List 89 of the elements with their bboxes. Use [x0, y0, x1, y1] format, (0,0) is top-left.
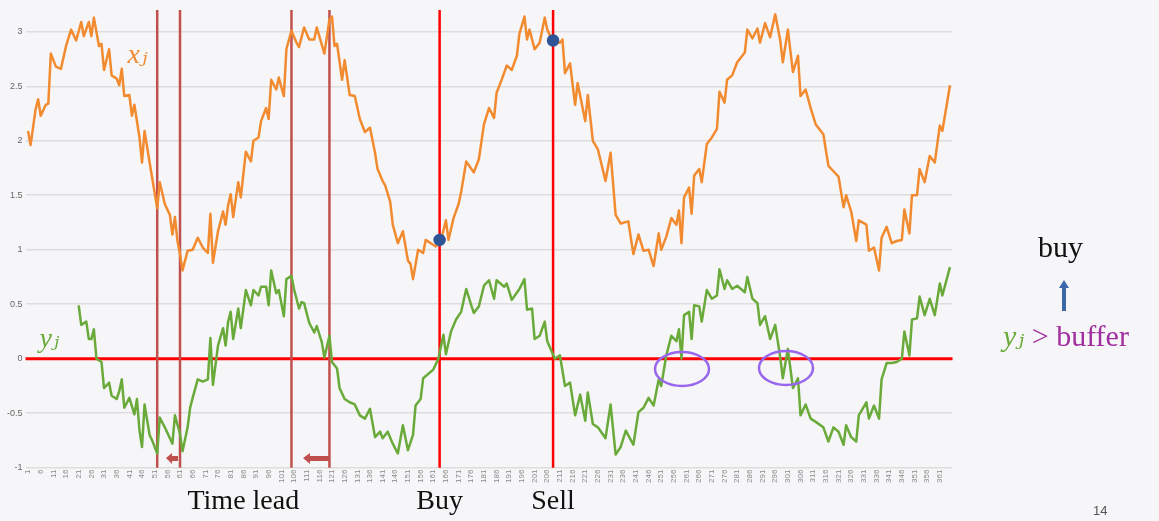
- x-tick-label: 126: [339, 469, 349, 484]
- x-tick-label: 36: [111, 469, 121, 479]
- x-tick-label: 6: [35, 469, 45, 475]
- x-tick-label: 26: [86, 469, 96, 479]
- x-tick-label: 51: [149, 469, 159, 479]
- y-tick-label: -0.5: [6, 407, 23, 418]
- x-tick-label: 186: [491, 469, 501, 484]
- x-tick-label: 331: [859, 469, 869, 484]
- x-tick-label: 271: [707, 469, 717, 484]
- x-tick-label: 66: [187, 469, 197, 479]
- x-tick-label: 56: [162, 469, 172, 479]
- x-tick-label: 231: [605, 469, 615, 484]
- y-tick-label: 1: [17, 244, 23, 255]
- x-tick-label: 261: [681, 469, 691, 484]
- x-tick-label: 321: [833, 469, 843, 484]
- x-tick-label: 101: [276, 469, 286, 484]
- x-tick-label: 111: [301, 469, 311, 482]
- x-tick-label: 356: [922, 469, 932, 484]
- x-tick-label: 226: [593, 469, 603, 484]
- y-tick-label: 3: [17, 26, 23, 37]
- text: 14: [1093, 503, 1108, 518]
- x-tick-label: 151: [403, 469, 413, 484]
- x-tick-label: 16: [61, 469, 71, 479]
- x-tick-label: 276: [719, 469, 729, 484]
- x-tick-label: 156: [415, 469, 425, 484]
- x-tick-label: 326: [846, 469, 856, 484]
- x-tick-label: 181: [479, 469, 489, 484]
- series-label: yⱼ: [36, 321, 60, 353]
- x-tick-label: 191: [504, 469, 514, 484]
- x-tick-label: 216: [567, 469, 577, 484]
- x-tick-label: 86: [238, 469, 248, 479]
- x-tick-label: 296: [770, 469, 780, 484]
- y-tick-label: 1.5: [9, 189, 23, 200]
- x-tick-label: 1: [23, 469, 33, 475]
- x-tick-label: 241: [631, 469, 641, 484]
- x-tick-label: 46: [137, 469, 147, 479]
- x-tick-label: 76: [213, 469, 223, 479]
- x-tick-label: 121: [327, 469, 337, 484]
- x-tick-label: 176: [466, 469, 476, 484]
- y-tick-label: 2: [17, 135, 23, 146]
- x-tick-label: 106: [289, 469, 299, 484]
- y-tick-label: -1: [14, 462, 23, 473]
- x-tick-label: 336: [871, 469, 881, 484]
- x-tick-label: 31: [99, 469, 109, 479]
- x-tick-label: 221: [580, 469, 590, 484]
- x-tick-label: 81: [225, 469, 235, 479]
- x-tick-label: 351: [909, 469, 919, 484]
- x-tick-label: 136: [365, 469, 375, 484]
- x-tick-label: 166: [441, 469, 451, 484]
- x-tick-label: 316: [821, 469, 831, 484]
- y-tick-label: 2.5: [9, 80, 23, 91]
- x-tick-label: 266: [694, 469, 704, 484]
- x-tick-label: 201: [529, 469, 539, 484]
- x-tick-label: 11: [48, 469, 58, 478]
- ref-line-label: Buy: [416, 484, 463, 516]
- text: buy: [1038, 230, 1083, 264]
- text: Time lead: [187, 484, 300, 516]
- x-tick-label: 341: [884, 469, 894, 484]
- x-tick-label: 361: [935, 469, 945, 484]
- x-tick-label: 246: [643, 469, 653, 484]
- x-tick-label: 71: [200, 469, 210, 479]
- x-tick-label: 286: [745, 469, 755, 484]
- x-tick-label: 96: [263, 469, 273, 479]
- x-tick-label: 251: [656, 469, 666, 484]
- x-tick-label: 21: [73, 469, 83, 479]
- series-label: xⱼ: [126, 38, 148, 70]
- x-tick-label: 61: [175, 469, 185, 479]
- x-tick-label: 311: [808, 469, 818, 483]
- y-tick-label: 0: [17, 353, 23, 364]
- x-tick-label: 236: [618, 469, 628, 484]
- x-tick-label: 146: [390, 469, 400, 484]
- x-tick-label: 291: [757, 469, 767, 484]
- x-tick-label: 281: [732, 469, 742, 484]
- x-tick-label: 306: [795, 469, 805, 484]
- x-tick-label: 141: [377, 469, 387, 484]
- y-tick-label: 0.5: [9, 298, 23, 309]
- x-tick-label: 116: [314, 469, 324, 483]
- x-tick-label: 91: [251, 469, 261, 479]
- x-tick-label: 256: [669, 469, 679, 484]
- x-tick-label: 206: [542, 469, 552, 484]
- x-tick-label: 161: [428, 469, 438, 484]
- x-tick-label: 171: [453, 469, 463, 484]
- x-tick-label: 131: [352, 469, 362, 484]
- ref-line-label: Sell: [531, 484, 576, 516]
- x-tick-label: 211: [555, 469, 565, 483]
- x-tick-label: 346: [897, 469, 907, 484]
- x-tick-label: 41: [124, 469, 134, 479]
- x-tick-label: 301: [783, 469, 793, 484]
- x-tick-label: 196: [517, 469, 527, 484]
